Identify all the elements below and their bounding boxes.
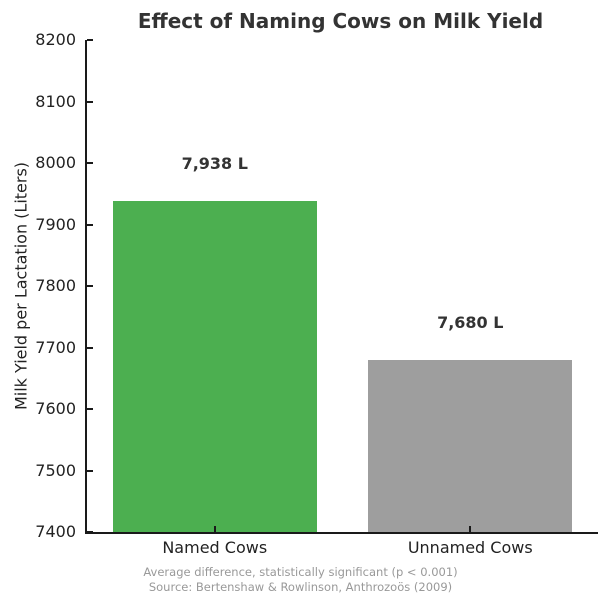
y-tick-label: 7400	[35, 522, 76, 541]
chart-title: Effect of Naming Cows on Milk Yield	[137, 9, 544, 33]
y-tick-label: 8200	[35, 30, 76, 49]
y-tick-mark	[87, 39, 93, 41]
y-tick-label: 7500	[35, 460, 76, 480]
bar-named-cows	[112, 201, 317, 532]
value-label-named-cows: 7,938 L	[181, 154, 248, 174]
x-tick-mark	[469, 526, 472, 532]
y-tick-label: 8000	[35, 153, 76, 172]
x-tick-mark	[213, 526, 216, 532]
y-tick-mark	[87, 531, 93, 533]
y-tick-mark	[87, 162, 93, 164]
y-tick-mark	[87, 100, 93, 103]
y-tick-label: 7700	[35, 337, 76, 357]
value-label-unnamed-cows: 7,680 L	[437, 312, 504, 332]
y-tick-mark	[87, 469, 93, 472]
y-tick-mark	[87, 223, 93, 226]
y-tick-mark	[87, 285, 93, 287]
footnote-significance: Average difference, statistically signif…	[143, 565, 458, 579]
x-category-label-named-cows: Named Cows	[162, 538, 268, 557]
y-tick-label: 7600	[35, 399, 76, 418]
x-category-label-unnamed-cows: Unnamed Cows	[407, 538, 533, 557]
plot-area: 7,938 L Named Cows 7,680 L Unnamed Cows	[85, 39, 598, 557]
y-tick-label: 8100	[35, 91, 76, 111]
y-tick-mark	[87, 346, 93, 349]
bar-unnamed-cows	[368, 359, 573, 532]
y-tick-label: 7800	[35, 276, 76, 295]
footnote-source: Source: Bertenshaw & Rowlinson, Anthrozo…	[148, 580, 453, 594]
y-tick-label: 7900	[35, 214, 76, 234]
y-tick-mark	[87, 408, 93, 410]
